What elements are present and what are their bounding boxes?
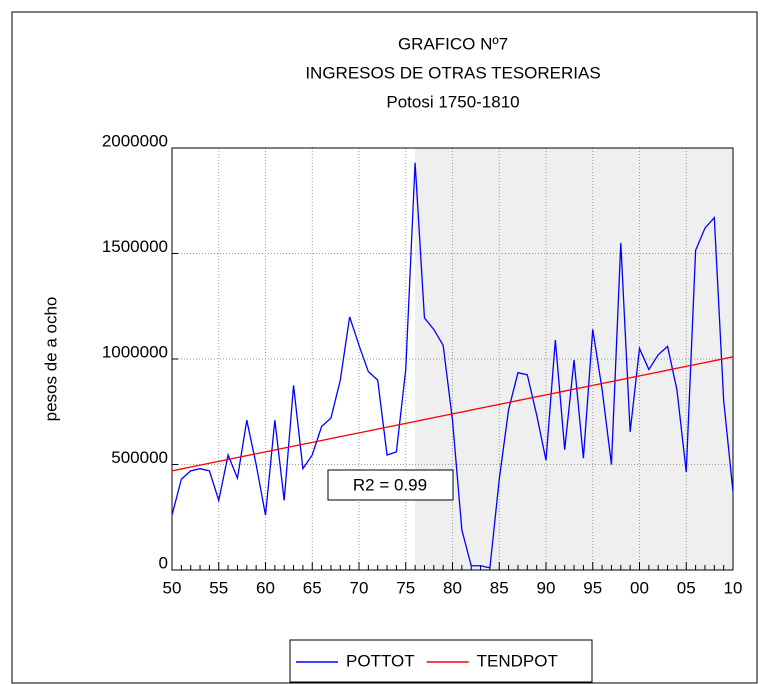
chart-title: GRAFICO Nº7 — [398, 34, 508, 53]
y-tick-label: 1500000 — [102, 237, 168, 256]
legend-label: TENDPOT — [477, 651, 558, 670]
x-tick-label: 80 — [443, 578, 462, 597]
legend-label: POTTOT — [346, 651, 415, 670]
x-tick-label: 85 — [490, 578, 509, 597]
x-tick-label: 75 — [396, 578, 415, 597]
line-series — [171, 162, 734, 569]
x-tick-label: 50 — [163, 578, 182, 597]
x-tick-label: 95 — [583, 578, 602, 597]
y-tick-label: 1000000 — [102, 342, 168, 361]
x-tick-label: 00 — [630, 578, 649, 597]
line-series — [171, 356, 734, 472]
annotation: R2 = 0.99 — [353, 475, 427, 494]
plot-border — [171, 147, 734, 571]
y-axis-label: pesos de a ocho — [41, 297, 60, 422]
x-tick-label: 70 — [350, 578, 369, 597]
x-tick-label: 55 — [209, 578, 228, 597]
y-tick-label: 2000000 — [102, 131, 168, 150]
x-tick-label: 65 — [303, 578, 322, 597]
x-tick-label: 60 — [256, 578, 275, 597]
x-tick-label: 10 — [724, 578, 743, 597]
chart-title: INGRESOS DE OTRAS TESORERIAS — [305, 63, 600, 82]
frame — [11, 11, 758, 684]
y-tick-label: 500000 — [111, 448, 168, 467]
chart-title: Potosi 1750-1810 — [386, 92, 519, 111]
x-tick-label: 90 — [537, 578, 556, 597]
y-tick-label: 0 — [159, 553, 168, 572]
x-tick-label: 05 — [677, 578, 696, 597]
annotation-box — [327, 469, 454, 501]
legend — [289, 639, 593, 683]
